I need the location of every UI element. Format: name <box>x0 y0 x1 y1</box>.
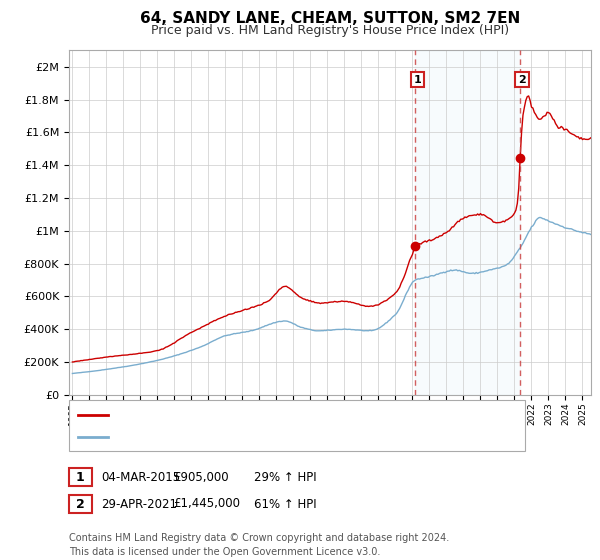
Bar <box>415 50 520 395</box>
Text: 29-APR-2021: 29-APR-2021 <box>101 497 177 511</box>
Text: Price paid vs. HM Land Registry's House Price Index (HPI): Price paid vs. HM Land Registry's House … <box>151 24 509 36</box>
Text: 64, SANDY LANE, CHEAM, SUTTON, SM2 7EN: 64, SANDY LANE, CHEAM, SUTTON, SM2 7EN <box>140 11 520 26</box>
Text: 04-MAR-2015: 04-MAR-2015 <box>101 470 180 484</box>
Text: £905,000: £905,000 <box>173 470 229 484</box>
Text: 29% ↑ HPI: 29% ↑ HPI <box>254 470 316 484</box>
Text: 64, SANDY LANE, CHEAM, SUTTON, SM2 7EN (detached house): 64, SANDY LANE, CHEAM, SUTTON, SM2 7EN (… <box>114 409 465 419</box>
Text: 61% ↑ HPI: 61% ↑ HPI <box>254 497 316 511</box>
Text: HPI: Average price, detached house, Sutton: HPI: Average price, detached house, Sutt… <box>114 432 357 442</box>
Text: £1,445,000: £1,445,000 <box>173 497 240 511</box>
Text: Contains HM Land Registry data © Crown copyright and database right 2024.
This d: Contains HM Land Registry data © Crown c… <box>69 533 449 557</box>
Text: 2: 2 <box>76 497 85 511</box>
Text: 1: 1 <box>76 470 85 484</box>
Text: 1: 1 <box>413 74 421 85</box>
Text: 2: 2 <box>518 74 526 85</box>
